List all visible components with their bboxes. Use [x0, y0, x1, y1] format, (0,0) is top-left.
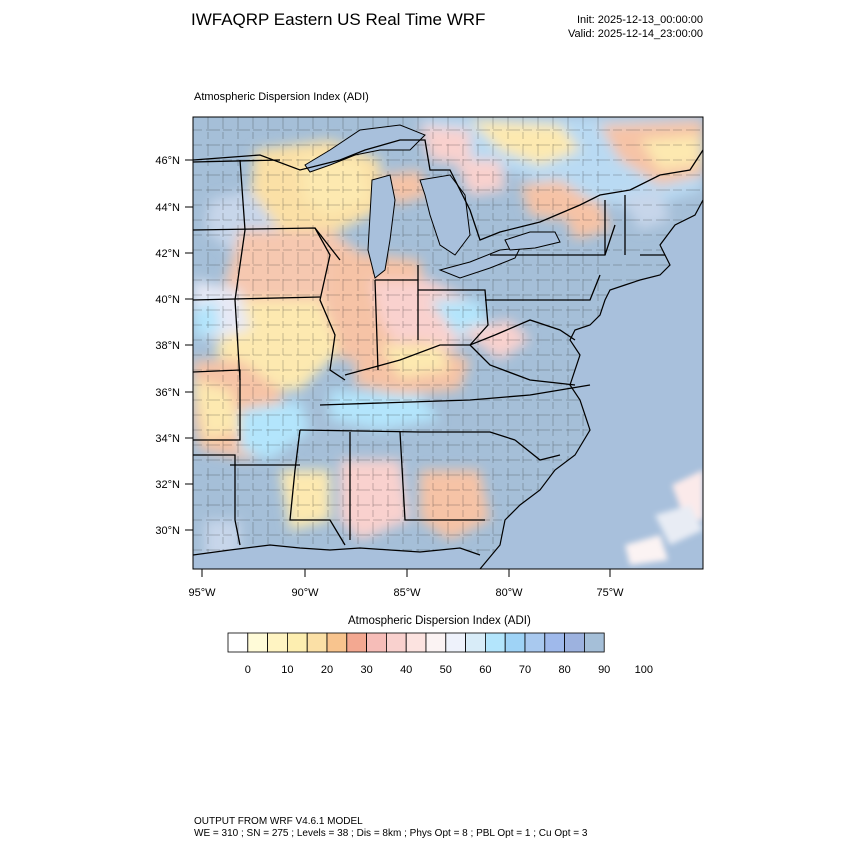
lake-ontario: [504, 231, 561, 251]
colorbar-swatch: [465, 632, 486, 653]
colorbar-swatch: [326, 632, 348, 653]
colorbar-labels: 0 10 20 30 40 50 60 70 80 90 100: [245, 664, 653, 676]
colorbar-tick-label: 10: [281, 664, 293, 676]
run-info: Init: 2025-12-13_00:00:00 Valid: 2025-12…: [568, 13, 703, 41]
lake-michigan: [367, 174, 396, 279]
colorbar-tick-label: 60: [479, 664, 491, 676]
colorbar-swatch: [227, 632, 249, 653]
colorbar-swatch: [584, 632, 605, 653]
colorbar-tick-label: 20: [321, 664, 333, 676]
colorbar-tick-label: 50: [440, 664, 452, 676]
lat-label: 30°N: [155, 525, 180, 537]
coastline: [479, 199, 703, 569]
lon-axis: 95°W 90°W 85°W 80°W 75°W: [188, 569, 624, 599]
colorbar-tick-label: 40: [400, 664, 412, 676]
lat-label: 32°N: [155, 479, 180, 491]
lake-superior: [304, 124, 426, 173]
colorbar-swatch: [286, 632, 308, 653]
colorbar-tick-label: 80: [558, 664, 570, 676]
colorbar-swatch: [425, 632, 447, 653]
colorbar-tick-label: 0: [245, 664, 251, 676]
footer-config: WE = 310 ; SN = 275 ; Levels = 38 ; Dis …: [194, 828, 588, 839]
lon-label: 80°W: [495, 587, 523, 599]
colorbar-swatch: [524, 632, 546, 653]
colorbar-swatch: [484, 632, 506, 653]
lake-huron: [419, 174, 471, 256]
lon-label: 85°W: [393, 587, 421, 599]
lon-label: 95°W: [188, 587, 216, 599]
lat-label: 46°N: [155, 155, 180, 167]
lat-label: 38°N: [155, 340, 180, 352]
colorbar-swatch: [267, 632, 288, 653]
plot-subtitle: Atmospheric Dispersion Index (ADI): [194, 91, 369, 103]
colorbar-swatch: [445, 632, 466, 653]
valid-time: Valid: 2025-12-14_23:00:00: [568, 28, 703, 40]
lat-label: 40°N: [155, 294, 180, 306]
colorbar-tick-label: 70: [519, 664, 531, 676]
gulf-coastline: [193, 544, 481, 556]
colorbar-tick-label: 90: [598, 664, 610, 676]
lat-label: 42°N: [155, 248, 180, 260]
colorbar-swatch: [346, 632, 367, 653]
lat-label: 34°N: [155, 433, 180, 445]
colorbar-tick-label: 100: [635, 664, 653, 676]
colorbar-swatch: [366, 632, 387, 653]
colorbar-title: Atmospheric Dispersion Index (ADI): [348, 615, 531, 627]
gulf-of-mexico: [193, 545, 480, 569]
colorbar-swatch: [504, 632, 526, 653]
colorbar-swatch: [564, 632, 585, 653]
map-frame: [192, 116, 704, 570]
colorbar-tick-label: 30: [360, 664, 372, 676]
colorbar-swatch: [544, 632, 565, 653]
atlantic-ocean: [480, 117, 703, 569]
footer-model: OUTPUT FROM WRF V4.6.1 MODEL: [194, 816, 363, 827]
canada-border: [193, 139, 703, 241]
init-time: Init: 2025-12-13_00:00:00: [577, 14, 703, 26]
footer: OUTPUT FROM WRF V4.6.1 MODEL WE = 310 ; …: [194, 816, 587, 840]
state-borders: [193, 159, 665, 546]
lat-label: 36°N: [155, 387, 180, 399]
atlantic-patches: [625, 470, 703, 565]
lon-label: 75°W: [596, 587, 624, 599]
page-title: IWFAQRP Eastern US Real Time WRF: [191, 10, 486, 29]
colorbar-swatch: [405, 632, 427, 653]
lat-axis: 46°N 44°N 42°N 40°N 38°N 36°N 34°N 32°N …: [155, 155, 193, 537]
map-area: [193, 117, 703, 569]
lat-label: 44°N: [155, 202, 180, 214]
lon-label: 90°W: [291, 587, 319, 599]
colorbar-swatch: [247, 632, 269, 653]
colorbar: [227, 632, 605, 653]
colorbar-swatch: [385, 632, 407, 653]
colorbar-swatch: [306, 632, 328, 653]
